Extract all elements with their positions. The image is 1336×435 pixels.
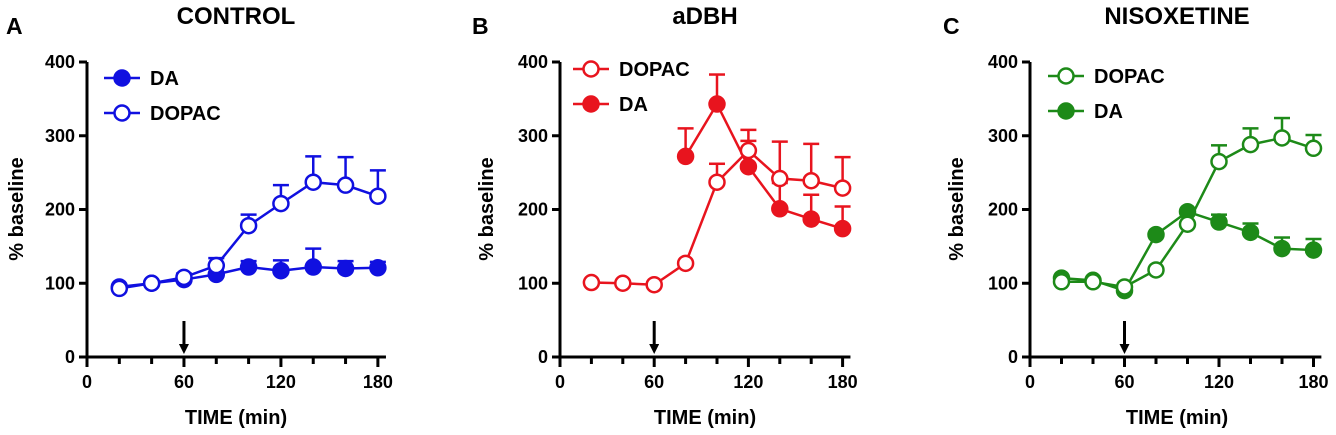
- data-point-open: [272, 194, 290, 213]
- data-point-filled: [802, 210, 820, 228]
- y-tick-label: 100: [988, 273, 1018, 293]
- legend-marker: [113, 104, 131, 122]
- data-point-filled: [833, 219, 852, 238]
- data-point-filled: [1210, 213, 1228, 231]
- data-point-open: [645, 275, 663, 294]
- data-point-filled: [336, 259, 355, 278]
- data-point-filled: [304, 258, 322, 276]
- data-point-open: [833, 179, 852, 197]
- panel-label: C: [943, 13, 960, 39]
- data-point-filled: [676, 147, 695, 166]
- x-tick-label: 120: [1204, 372, 1234, 392]
- y-axis-label: % baseline: [476, 157, 498, 260]
- chart-title: aDBH: [672, 3, 737, 30]
- data-point-open: [771, 169, 789, 188]
- data-point-open: [110, 279, 129, 298]
- data-point-filled: [369, 259, 387, 277]
- panel-a: A CONTROL TIME (min) % baseline 0 100 200 3…: [6, 3, 393, 429]
- data-point-filled: [272, 261, 290, 280]
- x-axis-label: TIME (min): [1126, 407, 1228, 429]
- data-point-open: [369, 187, 387, 205]
- data-point-open: [1115, 278, 1134, 296]
- data-point-filled: [1273, 239, 1291, 258]
- y-tick-label: 300: [988, 126, 1018, 146]
- data-point-open: [1052, 273, 1071, 291]
- y-tick-label: 0: [538, 347, 548, 367]
- data-point-open: [239, 216, 258, 235]
- y-tick-label: 200: [518, 200, 548, 220]
- data-point-open: [1273, 129, 1291, 147]
- chart-title: NISOXETINE: [1104, 3, 1249, 30]
- y-tick-label: 0: [65, 347, 75, 367]
- data-point-open: [739, 141, 758, 160]
- data-point-filled: [1147, 225, 1165, 244]
- legend-label: DA: [619, 94, 648, 116]
- legend-label: DOPAC: [619, 59, 690, 81]
- data-point-open: [1210, 152, 1228, 171]
- data-point-open: [614, 274, 632, 292]
- panel-label: A: [6, 13, 23, 39]
- x-tick-label: 120: [733, 372, 763, 392]
- legend-label: DOPAC: [1094, 66, 1165, 88]
- y-tick-label: 100: [45, 273, 75, 293]
- chart-title: CONTROL: [177, 3, 296, 30]
- x-tick-label: 60: [644, 372, 664, 392]
- y-tick-label: 200: [45, 200, 75, 220]
- data-point-open: [802, 171, 820, 190]
- legend-marker: [1057, 67, 1075, 85]
- series-line: [684, 101, 843, 230]
- legend-label: DA: [1094, 101, 1123, 123]
- y-tick-label: 400: [518, 52, 548, 72]
- data-point-open: [175, 268, 193, 287]
- y-tick-label: 100: [518, 273, 548, 293]
- data-point-filled: [708, 95, 726, 113]
- legend-label: DA: [150, 68, 179, 90]
- x-tick-label: 60: [1114, 372, 1134, 392]
- x-tick-label: 60: [174, 372, 194, 392]
- data-point-open: [304, 173, 322, 191]
- x-tick-label: 180: [363, 372, 393, 392]
- legend-marker: [582, 95, 600, 113]
- y-axis-label: % baseline: [946, 157, 968, 260]
- data-point-open: [1178, 215, 1197, 233]
- data-point-open: [1304, 139, 1323, 158]
- data-point-open: [708, 173, 726, 191]
- y-tick-label: 400: [988, 52, 1018, 72]
- legend-label: DOPAC: [150, 103, 221, 125]
- data-point-filled: [1241, 223, 1260, 242]
- x-tick-label: 180: [828, 372, 858, 392]
- y-tick-label: 300: [45, 126, 75, 146]
- y-tick-label: 300: [518, 126, 548, 146]
- x-axis-label: TIME (min): [185, 407, 287, 429]
- x-tick-label: 0: [555, 372, 565, 392]
- data-point-open: [1241, 135, 1260, 154]
- data-point-filled: [739, 157, 758, 176]
- data-point-open: [1084, 273, 1102, 291]
- data-point-filled: [1304, 241, 1323, 259]
- x-tick-label: 180: [1298, 372, 1328, 392]
- x-axis-label: TIME (min): [654, 407, 756, 429]
- x-tick-label: 0: [82, 372, 92, 392]
- x-tick-label: 120: [266, 372, 296, 392]
- data-point-open: [336, 176, 355, 194]
- legend-marker: [1057, 102, 1075, 120]
- x-tick-label: 0: [1025, 372, 1035, 392]
- y-tick-label: 200: [988, 200, 1018, 220]
- data-point-open: [207, 256, 226, 275]
- data-point-open: [1147, 261, 1165, 279]
- data-point-open: [142, 274, 161, 292]
- legend-marker: [582, 60, 600, 78]
- panel-b: B aDBH TIME (min) % baseline 0 100 200 300 4…: [472, 3, 858, 429]
- panel-label: B: [472, 13, 489, 39]
- y-axis-label: % baseline: [6, 157, 28, 260]
- y-tick-label: 0: [1008, 347, 1018, 367]
- data-point-filled: [239, 258, 258, 276]
- data-point-open: [582, 273, 601, 292]
- data-point-filled: [771, 200, 789, 218]
- legend-marker: [113, 69, 131, 87]
- data-point-open: [676, 254, 695, 273]
- y-tick-label: 400: [45, 52, 75, 72]
- panel-c: C NISOXETINE TIME (min) % baseline 0 100 2…: [943, 3, 1329, 429]
